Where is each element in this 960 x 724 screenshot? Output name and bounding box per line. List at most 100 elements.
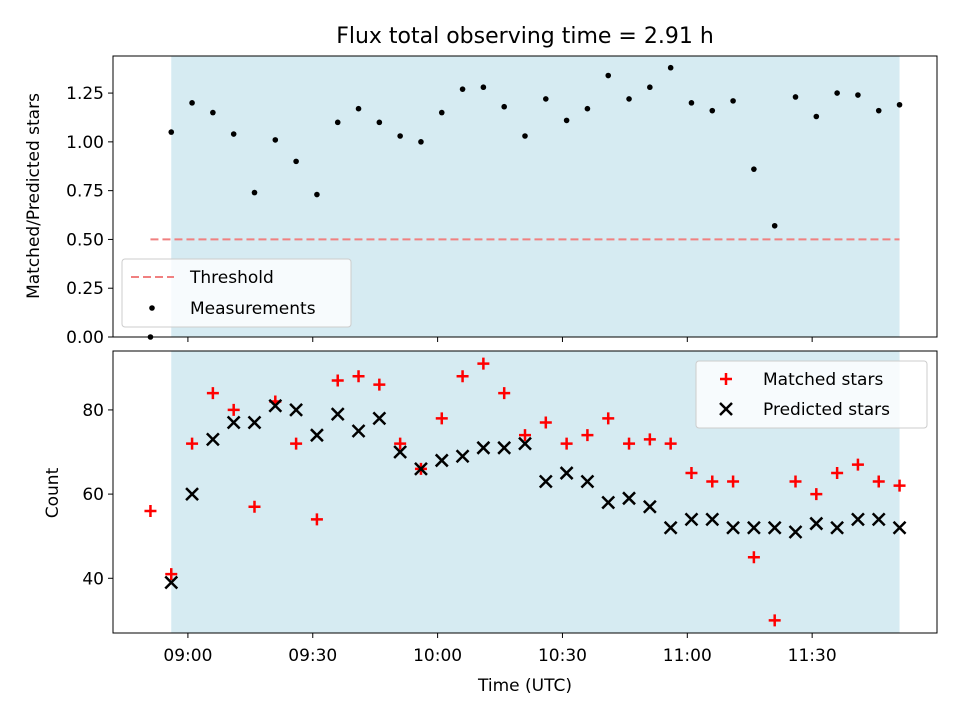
matched-star-point bbox=[706, 475, 719, 488]
measurement-point bbox=[667, 64, 674, 71]
predicted-star-point bbox=[580, 474, 595, 489]
measurement-point bbox=[272, 137, 279, 143]
predicted-star-point bbox=[434, 453, 449, 468]
predicted-star-point bbox=[871, 512, 886, 527]
matched-star-point bbox=[248, 500, 261, 513]
top-y-tick-label: 0.00 bbox=[66, 328, 104, 348]
measurement-point bbox=[480, 84, 487, 91]
predicted-star-point bbox=[393, 445, 408, 459]
measurement-point bbox=[605, 72, 612, 79]
top-y-tick-label: 0.50 bbox=[66, 230, 104, 250]
matched-star-point bbox=[394, 437, 407, 450]
matched-star-point bbox=[643, 433, 656, 446]
bottom-x-tick-label: 10:30 bbox=[538, 646, 587, 666]
measurement-point bbox=[647, 84, 653, 91]
predicted-star-point bbox=[330, 407, 345, 422]
matched-star-point bbox=[789, 475, 802, 488]
matched-star-point bbox=[456, 370, 469, 383]
top-y-tick-label: 0.75 bbox=[66, 182, 104, 202]
predicted-star-point bbox=[767, 520, 782, 535]
predicted-star-point bbox=[726, 520, 740, 535]
matched-star-point bbox=[685, 467, 698, 480]
predicted-star-point bbox=[622, 491, 636, 506]
measurement-point bbox=[563, 117, 570, 124]
measurement-point bbox=[438, 109, 445, 116]
legend-measurements-label: Measurements bbox=[190, 299, 316, 319]
predicted-star-point bbox=[559, 466, 574, 480]
measurement-point bbox=[813, 113, 820, 120]
bottom-x-ticks: 09:00 09:30 10:00 10:30 11:00 11:30 bbox=[163, 633, 837, 666]
predicted-star-point bbox=[185, 487, 199, 501]
matched-star-point bbox=[602, 412, 615, 425]
matched-star-point bbox=[727, 475, 740, 488]
legend-threshold-label: Threshold bbox=[189, 268, 274, 288]
top-panel-frame bbox=[112, 55, 938, 338]
measurement-point bbox=[855, 92, 861, 98]
matched-star-point bbox=[144, 504, 157, 517]
measurement-point bbox=[397, 133, 403, 139]
matched-star-point bbox=[519, 429, 531, 442]
measurement-point bbox=[230, 131, 237, 137]
matched-star-point bbox=[664, 437, 677, 450]
matched-star-point bbox=[290, 437, 303, 450]
measurement-point bbox=[875, 107, 882, 114]
bottom-x-tick-label: 09:30 bbox=[288, 646, 337, 666]
top-x-ticks bbox=[187, 337, 813, 342]
measurement-point bbox=[709, 107, 716, 114]
measurement-point bbox=[543, 96, 549, 102]
bottom-y-tick-label: 60 bbox=[82, 485, 104, 505]
matched-star-point bbox=[498, 387, 511, 400]
predicted-star-point bbox=[705, 512, 720, 527]
matched-star-point bbox=[352, 370, 365, 383]
predicted-star-point bbox=[455, 449, 470, 464]
measurement-point bbox=[626, 96, 632, 102]
x-axis-label: Time (UTC) bbox=[477, 676, 572, 696]
matched-star-point bbox=[310, 513, 323, 526]
matched-star-point bbox=[477, 357, 490, 370]
bottom-x-tick-label: 11:00 bbox=[663, 646, 712, 666]
predicted-star-point bbox=[268, 398, 283, 413]
matched-star-point bbox=[560, 437, 573, 450]
measurement-point bbox=[210, 109, 216, 116]
matched-star-point bbox=[435, 412, 448, 425]
predicted-star-point bbox=[663, 520, 678, 535]
predicted-star-point bbox=[601, 495, 616, 510]
predicted-star-point bbox=[205, 432, 220, 447]
measurement-point bbox=[314, 191, 320, 198]
legend-measurements-swatch bbox=[149, 305, 155, 311]
predicted-star-point bbox=[892, 520, 907, 535]
matched-star-point bbox=[165, 568, 178, 581]
predicted-star-point bbox=[788, 525, 803, 539]
legend-matched-label: Matched stars bbox=[763, 370, 883, 390]
top-y-tick-label: 0.25 bbox=[66, 279, 104, 299]
predicted-star-point bbox=[684, 512, 699, 527]
bottom-y-tick-label: 80 bbox=[82, 401, 104, 421]
measurement-point bbox=[251, 189, 258, 196]
predicted-star-point bbox=[247, 415, 262, 430]
matched-star-point bbox=[768, 614, 781, 627]
matched-star-point bbox=[186, 437, 199, 450]
top-y-axis-label: Matched/Predicted stars bbox=[24, 93, 44, 299]
predicted-star-point bbox=[642, 499, 657, 514]
matched-star-point bbox=[581, 429, 594, 442]
predicted-stars-points bbox=[164, 398, 907, 590]
measurement-point bbox=[355, 105, 362, 112]
matched-star-point bbox=[893, 479, 906, 492]
matched-star-point bbox=[851, 458, 864, 471]
bottom-legend: Matched stars Predicted stars bbox=[695, 360, 928, 429]
bottom-panel-frame bbox=[112, 350, 938, 634]
predicted-star-point bbox=[538, 474, 553, 489]
matched-star-point bbox=[747, 551, 760, 564]
matched-star-point bbox=[831, 467, 844, 480]
matched-star-point bbox=[539, 416, 552, 429]
measurement-point bbox=[522, 133, 528, 139]
bottom-y-axis-label: Count bbox=[43, 467, 63, 518]
predicted-star-point bbox=[830, 520, 845, 535]
predicted-star-point bbox=[851, 512, 865, 527]
bottom-panel: 40 60 80 09:00 09:30 10:00 10:30 11:00 11:30 Ti… bbox=[43, 350, 938, 696]
measurement-point bbox=[584, 105, 591, 112]
measurement-point bbox=[730, 98, 736, 104]
bottom-y-tick-label: 40 bbox=[82, 569, 104, 589]
measurement-point bbox=[168, 129, 175, 135]
